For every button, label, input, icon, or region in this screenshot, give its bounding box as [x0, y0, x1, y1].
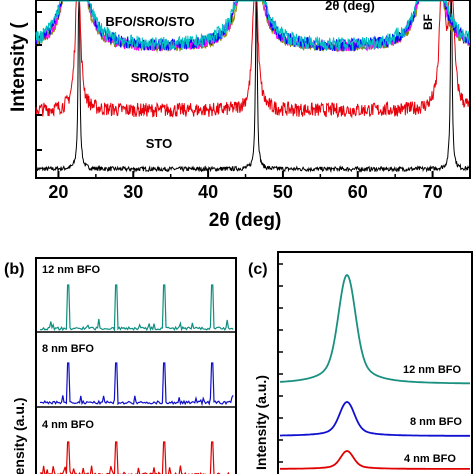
series-bfo-sro-sto-line-3	[35, 0, 471, 52]
panel-c-series-line-1	[280, 401, 470, 437]
panel-b-series-4nm-label: 4 nm BFO	[42, 419, 94, 431]
annotation-bfo-sro-sto: BFO/SRO/STO	[105, 14, 194, 29]
panel-b-label: (b)	[4, 261, 24, 278]
panel-c-frame	[277, 251, 473, 474]
panel-b-frame	[35, 257, 237, 474]
panel-b-series-12nm-label: 12 nm BFO	[42, 264, 101, 276]
panel-b-series-8nm-label: 8 nm BFO	[42, 343, 94, 355]
panel-c-series-line-0	[279, 273, 470, 385]
annotation-inset-2theta: 2θ (deg)	[325, 0, 375, 13]
panel-a-series	[35, 0, 471, 174]
panel-c: (c) Intensity (a.u.) 12 nm BFO 8 nm BFO …	[248, 251, 473, 474]
panel-c-series-8nm-label: 8 nm BFO	[410, 416, 462, 428]
panel-b-series-line-0	[39, 284, 234, 333]
annotation-sto: STO	[146, 136, 173, 151]
panel-c-ticks	[278, 263, 283, 463]
panel-b-series	[39, 284, 234, 474]
panel-c-series-4nm-label: 4 nm BFO	[404, 453, 456, 465]
series-sto-line	[35, 0, 471, 174]
panel-b-series-line-1	[39, 362, 234, 407]
panel-a-xtick-label-4: 60	[348, 182, 368, 202]
annotation-sro-sto: SRO/STO	[131, 70, 189, 85]
panel-a-xlabel: 2θ (deg)	[209, 210, 282, 231]
panel-a-frame	[35, 0, 471, 179]
panel-a-xtick-label-0: 20	[48, 182, 68, 202]
panel-b: (b) Intensity (a.u.) 12 nm BFO 8 nm BFO …	[4, 257, 237, 474]
panel-a-xtick-label-5: 70	[423, 182, 443, 202]
panel-a: 20 30 40 50 60 70 Intensity ( 2θ (deg) BFO/SR…	[8, 0, 471, 231]
panel-a-ticks: 20 30 40 50 60 70	[36, 11, 443, 202]
panel-c-series-line-2	[280, 450, 470, 470]
panel-c-ylabel: Intensity (a.u.)	[253, 375, 269, 470]
panel-a-xtick-label-1: 30	[123, 182, 143, 202]
panel-c-label: (c)	[248, 261, 268, 278]
panel-b-series-line-2	[39, 441, 233, 474]
annotation-bfo-cut: BF	[421, 14, 435, 30]
panel-c-series	[279, 273, 470, 470]
panel-c-series-12nm-label: 12 nm BFO	[403, 364, 462, 376]
panel-b-ylabel: Intensity (a.u.)	[11, 398, 27, 474]
panel-a-ylabel: Intensity (	[8, 22, 29, 112]
panel-a-xtick-label-2: 40	[198, 182, 218, 202]
panel-a-xtick-label-3: 50	[273, 182, 293, 202]
series-sro-sto-line	[35, 0, 471, 119]
